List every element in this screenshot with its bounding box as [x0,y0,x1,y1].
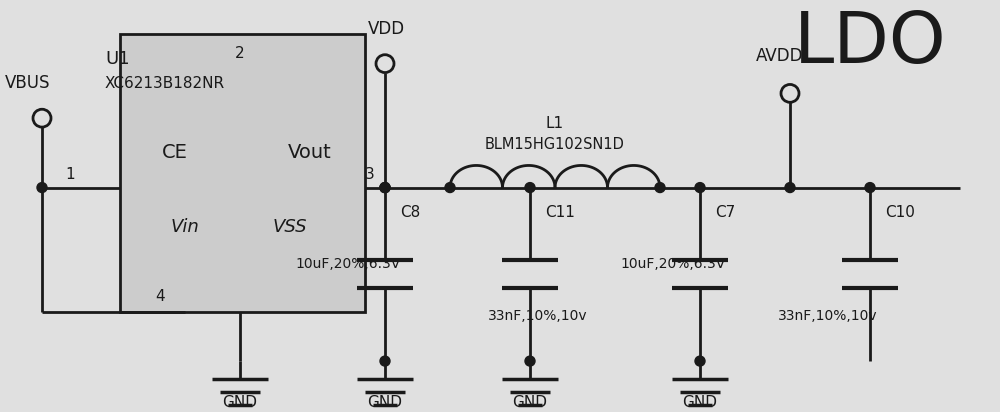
Text: 33nF,10%,10v: 33nF,10%,10v [778,309,878,323]
Text: U1: U1 [105,50,130,68]
Circle shape [695,356,705,366]
Text: 10uF,20%,6.3V: 10uF,20%,6.3V [620,257,725,271]
Circle shape [525,356,535,366]
Text: VSS: VSS [273,218,307,236]
Circle shape [695,183,705,192]
Text: 33nF,10%,10v: 33nF,10%,10v [488,309,588,323]
Text: GND: GND [368,395,402,410]
Text: LDO: LDO [794,9,946,78]
Circle shape [785,183,795,192]
Text: VBUS: VBUS [5,75,50,92]
Text: C7: C7 [715,205,735,220]
Circle shape [37,183,47,192]
Text: 4: 4 [155,289,165,304]
Text: CE: CE [162,143,188,162]
Text: GND: GND [222,395,258,410]
Text: L1: L1 [546,116,564,131]
Text: C11: C11 [545,205,575,220]
Text: 2: 2 [235,46,245,61]
Circle shape [380,356,390,366]
Circle shape [380,183,390,192]
Text: 1: 1 [65,167,75,182]
Text: C8: C8 [400,205,420,220]
Text: XC6213B182NR: XC6213B182NR [105,76,225,91]
Circle shape [445,183,455,192]
Circle shape [655,183,665,192]
Text: Vout: Vout [288,143,332,162]
Circle shape [865,183,875,192]
Text: C10: C10 [885,205,915,220]
Text: VDD: VDD [368,20,405,38]
Bar [120,34,365,311]
Circle shape [380,183,390,192]
Text: GND: GND [512,395,548,410]
Circle shape [380,183,390,192]
Text: AVDD: AVDD [756,47,804,65]
Text: BLM15HG102SN1D: BLM15HG102SN1D [485,138,625,152]
Text: GND: GND [682,395,718,410]
Circle shape [525,183,535,192]
Text: 10uF,20%,6.3V: 10uF,20%,6.3V [295,257,400,271]
Text: 3: 3 [365,167,375,182]
Text: Vin: Vin [171,218,199,236]
